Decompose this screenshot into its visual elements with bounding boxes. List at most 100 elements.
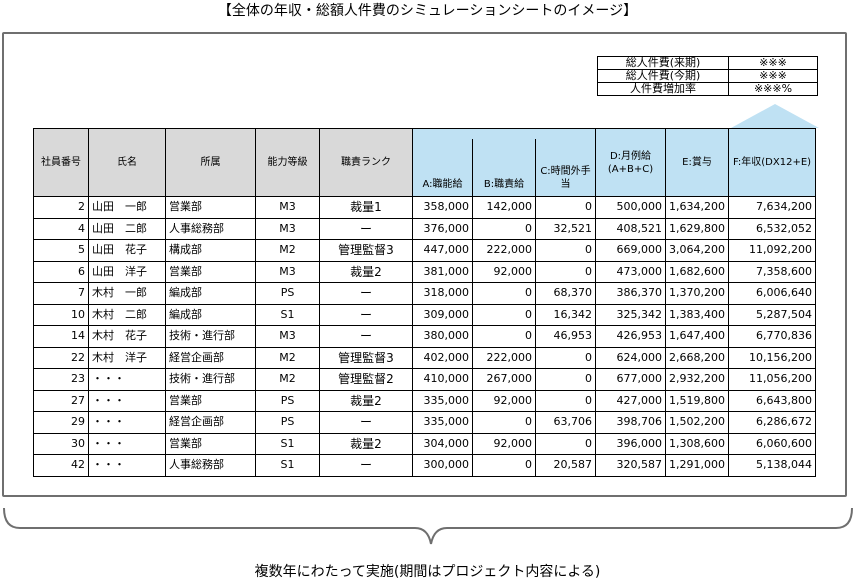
grade-cell: S1 <box>255 454 320 477</box>
e-cell: 1,291,000 <box>665 454 729 477</box>
a-cell: 318,000 <box>412 282 473 305</box>
name-cell: ・・・ <box>88 389 166 412</box>
rank-cell: ー <box>319 217 413 240</box>
a-cell: 410,000 <box>412 368 473 391</box>
b-cell: 0 <box>472 217 536 240</box>
a-cell: 358,000 <box>412 196 473 219</box>
b-cell: 222,000 <box>472 346 536 369</box>
a-cell: 381,000 <box>412 260 473 283</box>
name-cell: ・・・ <box>88 432 166 455</box>
e-cell: 2,668,200 <box>665 346 729 369</box>
b-cell: 0 <box>472 454 536 477</box>
b-cell: 222,000 <box>472 239 536 262</box>
rank-cell: 裁量1 <box>319 196 413 219</box>
name-cell: 木村 二郎 <box>88 303 166 326</box>
summary-row: 総人件費(来期) ※※※ <box>597 56 818 70</box>
f-cell: 5,138,044 <box>728 454 816 477</box>
f-cell: 6,286,672 <box>728 411 816 434</box>
emp-no-cell: 42 <box>33 454 89 477</box>
summary-value: ※※※ <box>728 56 818 70</box>
dept-cell: 技術・進行部 <box>165 368 256 391</box>
b-cell: 0 <box>472 325 536 348</box>
sheet-frame <box>2 32 847 497</box>
header-a: A:職能給 <box>412 139 473 197</box>
d-cell: 624,000 <box>595 346 666 369</box>
header-row: 社員番号 氏名 所属 能力等級 職責ランク D:月例給(A+B+C) E:賞与 … <box>33 128 816 197</box>
emp-no-cell: 22 <box>33 346 89 369</box>
a-cell: 402,000 <box>412 346 473 369</box>
dept-cell: 人事総務部 <box>165 454 256 477</box>
d-cell: 408,521 <box>595 217 666 240</box>
dept-cell: 営業部 <box>165 260 256 283</box>
header-name: 氏名 <box>88 128 166 197</box>
rank-cell: 管理監督3 <box>319 346 413 369</box>
emp-no-cell: 5 <box>33 239 89 262</box>
c-cell: 20,587 <box>535 454 596 477</box>
summary-table: 総人件費(来期) ※※※ 総人件費(今期) ※※※ 人件費増加率 ※※※% <box>597 56 818 96</box>
b-cell: 267,000 <box>472 368 536 391</box>
grade-cell: M2 <box>255 368 320 391</box>
table-row: 27 ・・・ 営業部 PS 裁量2 335,000 92,000 0 427,000 1,519,… <box>33 389 816 412</box>
rank-cell: 裁量2 <box>319 260 413 283</box>
d-cell: 325,342 <box>595 303 666 326</box>
header-e: E:賞与 <box>665 128 729 197</box>
emp-no-cell: 29 <box>33 411 89 434</box>
header-d: D:月例給(A+B+C) <box>595 128 666 197</box>
c-cell: 32,521 <box>535 217 596 240</box>
e-cell: 2,932,200 <box>665 368 729 391</box>
summary-row: 人件費増加率 ※※※% <box>597 82 818 96</box>
salary-table: 社員番号 氏名 所属 能力等級 職責ランク D:月例給(A+B+C) E:賞与 … <box>33 128 816 477</box>
e-cell: 3,064,200 <box>665 239 729 262</box>
emp-no-cell: 23 <box>33 368 89 391</box>
a-cell: 300,000 <box>412 454 473 477</box>
e-cell: 1,634,200 <box>665 196 729 219</box>
grade-cell: M2 <box>255 239 320 262</box>
grade-cell: M3 <box>255 217 320 240</box>
dept-cell: 編成部 <box>165 303 256 326</box>
a-cell: 380,000 <box>412 325 473 348</box>
dept-cell: 経営企画部 <box>165 346 256 369</box>
rank-cell: ー <box>319 454 413 477</box>
emp-no-cell: 27 <box>33 389 89 412</box>
bracket-icon <box>3 507 853 545</box>
c-cell: 0 <box>535 432 596 455</box>
a-cell: 447,000 <box>412 239 473 262</box>
table-row: 42 ・・・ 人事総務部 S1 ー 300,000 0 20,587 320,587 1,291,… <box>33 454 816 477</box>
header-emp-no: 社員番号 <box>33 128 89 197</box>
summary-row: 総人件費(今期) ※※※ <box>597 69 818 83</box>
rank-cell: 管理監督2 <box>319 368 413 391</box>
a-cell: 335,000 <box>412 389 473 412</box>
grade-cell: PS <box>255 411 320 434</box>
rank-cell: 裁量2 <box>319 432 413 455</box>
e-cell: 1,519,800 <box>665 389 729 412</box>
dept-cell: 営業部 <box>165 432 256 455</box>
grade-cell: S1 <box>255 432 320 455</box>
c-cell: 0 <box>535 260 596 283</box>
b-cell: 92,000 <box>472 389 536 412</box>
up-arrow-icon <box>731 104 819 128</box>
b-cell: 92,000 <box>472 432 536 455</box>
table-row: 4 山田 二郎 人事総務部 M3 ー 376,000 0 32,521 408,521 1,629… <box>33 217 816 240</box>
d-cell: 500,000 <box>595 196 666 219</box>
c-cell: 0 <box>535 196 596 219</box>
dept-cell: 編成部 <box>165 282 256 305</box>
name-cell: ・・・ <box>88 411 166 434</box>
name-cell: ・・・ <box>88 454 166 477</box>
c-cell: 63,706 <box>535 411 596 434</box>
a-cell: 335,000 <box>412 411 473 434</box>
name-cell: 山田 一郎 <box>88 196 166 219</box>
f-cell: 11,056,200 <box>728 368 816 391</box>
d-cell: 398,706 <box>595 411 666 434</box>
f-cell: 6,060,600 <box>728 432 816 455</box>
grade-cell: M2 <box>255 346 320 369</box>
f-cell: 7,358,600 <box>728 260 816 283</box>
c-cell: 46,953 <box>535 325 596 348</box>
c-cell: 68,370 <box>535 282 596 305</box>
caption: 複数年にわたって実施(期間はプロジェクト内容による) <box>254 564 601 580</box>
table-row: 2 山田 一郎 営業部 M3 裁量1 358,000 142,000 0 500,000 1,63… <box>33 196 816 219</box>
f-cell: 6,006,640 <box>728 282 816 305</box>
table-row: 30 ・・・ 営業部 S1 裁量2 304,000 92,000 0 396,000 1,308,… <box>33 432 816 455</box>
header-f: F:年収(DX12+E) <box>728 128 816 197</box>
header-grade: 能力等級 <box>255 128 320 197</box>
e-cell: 1,502,200 <box>665 411 729 434</box>
